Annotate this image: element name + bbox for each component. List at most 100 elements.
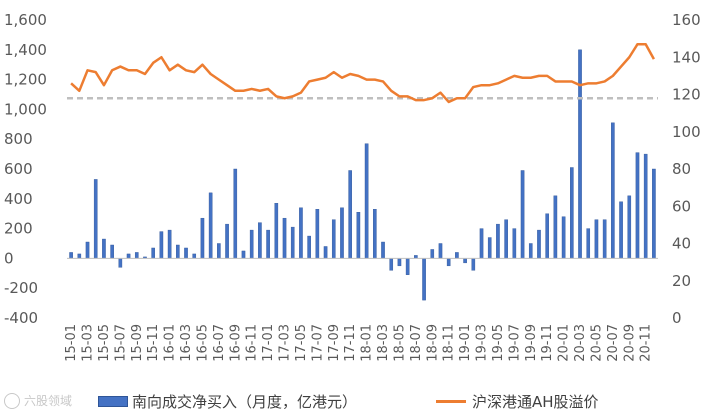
bar [241, 250, 246, 259]
bar [340, 207, 344, 259]
bar [110, 244, 114, 259]
x-tick-label: 17-09 [327, 324, 342, 362]
watermark-logo-icon [4, 392, 20, 409]
x-tick-label: 15-05 [97, 324, 112, 362]
bar [627, 195, 632, 259]
bar [438, 243, 443, 259]
bar [553, 195, 558, 259]
bar [496, 223, 500, 259]
bar [208, 192, 213, 259]
x-tick-label: 16-07 [212, 324, 227, 362]
bar [545, 213, 549, 259]
right-tick-label: 0 [672, 309, 682, 327]
x-tick-label: 20-03 [573, 324, 588, 362]
bar [643, 153, 648, 259]
right-tick-label: 80 [672, 160, 691, 178]
x-tick-label: 15-11 [146, 324, 161, 362]
bar [594, 219, 599, 259]
bar [455, 252, 459, 259]
x-tick-label: 20-05 [589, 324, 604, 362]
bar [405, 258, 410, 275]
bar [561, 216, 566, 259]
bar [274, 203, 279, 259]
legend-line-label: 沪深港通AH股溢价 [472, 392, 599, 411]
bar [134, 252, 139, 259]
x-tick-label: 19-05 [491, 324, 506, 362]
bar [504, 219, 508, 259]
left-tick-label: 1,600 [4, 11, 47, 29]
legend-bar-label: 南向成交净买入（月度，亿港元） [132, 392, 358, 411]
bar [151, 247, 155, 259]
legend-line-swatch [436, 399, 466, 403]
x-tick-label: 19-07 [507, 324, 522, 362]
x-tick-label: 17-11 [343, 324, 358, 362]
left-tick-label: 400 [4, 190, 33, 208]
left-tick-label: 0 [4, 249, 14, 267]
x-tick-label: 16-01 [163, 324, 178, 362]
bar [487, 237, 492, 259]
left-tick-label: 800 [4, 130, 33, 148]
bar [397, 258, 402, 267]
bar [258, 222, 262, 259]
x-tick-label: 17-03 [278, 324, 293, 362]
legend-line-entry: 沪深港通AH股溢价 [436, 390, 599, 412]
x-tick-label: 16-03 [179, 324, 194, 362]
right-tick-label: 100 [672, 123, 701, 141]
bar [471, 258, 476, 271]
bar [192, 253, 197, 259]
watermark-text: 六股领域 [24, 394, 73, 408]
right-tick-label: 20 [672, 272, 691, 290]
bar [290, 226, 295, 259]
bar [578, 49, 582, 259]
x-tick-label: 15-03 [81, 324, 96, 362]
bar [233, 168, 238, 259]
bar [446, 258, 451, 267]
legend-bar-swatch [98, 395, 128, 407]
legend-bar-entry: 南向成交净买入（月度，亿港元） [98, 390, 357, 412]
bar [225, 223, 229, 259]
bar [586, 228, 591, 259]
bar [635, 152, 640, 259]
bar [652, 168, 656, 259]
bar [389, 258, 394, 271]
bar [602, 219, 607, 259]
left-tick-label: 1,400 [4, 41, 47, 59]
bar [299, 207, 303, 259]
x-tick-label: 19-11 [540, 324, 555, 362]
bar [512, 228, 517, 259]
left-tick-label: 1,200 [4, 71, 47, 89]
x-tick-label: 15-09 [130, 324, 145, 362]
x-tick-label: 17-01 [261, 324, 276, 362]
x-tick-label: 16-11 [245, 324, 260, 362]
x-tick-label: 18-03 [376, 324, 391, 362]
bar [381, 241, 385, 259]
left-tick-label: 600 [4, 160, 33, 178]
left-tick-label: 1,000 [4, 100, 47, 118]
x-tick-label: 19-09 [524, 324, 539, 362]
line-series [70, 42, 655, 104]
left-tick-label: 200 [4, 220, 33, 238]
bar [176, 244, 180, 259]
bar [85, 241, 90, 259]
bar [102, 238, 106, 259]
bar [77, 253, 82, 259]
bar [611, 122, 615, 259]
x-tick-label: 19-03 [475, 324, 490, 362]
bar [323, 246, 328, 259]
bar [69, 252, 73, 259]
bar [167, 229, 172, 259]
bar [315, 209, 320, 259]
x-tick-label: 18-09 [425, 324, 440, 362]
right-tick-label: 140 [672, 48, 701, 66]
bar [118, 258, 123, 268]
x-tick-label: 20-07 [606, 324, 621, 362]
bar-series [69, 49, 656, 301]
bar [356, 212, 361, 259]
bar [348, 170, 352, 259]
bar [430, 249, 435, 259]
x-tick-label: 20-01 [557, 324, 572, 362]
x-tick-label: 16-09 [228, 324, 243, 362]
x-tick-label: 16-05 [195, 324, 210, 362]
bar [282, 217, 287, 259]
